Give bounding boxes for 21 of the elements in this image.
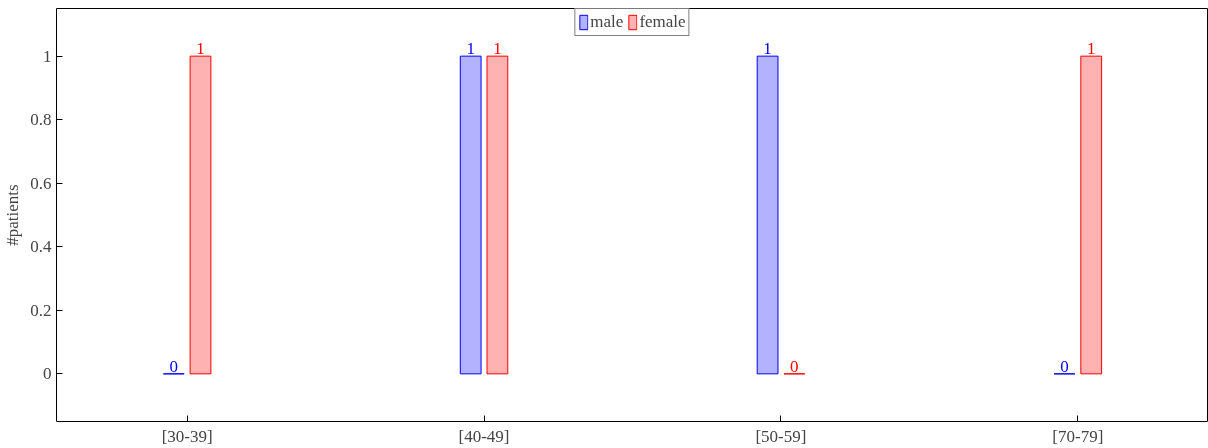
legend-label: female [639,12,686,32]
y-axis-title: #patients [3,184,23,246]
x-tick-label: [40-49] [458,426,510,446]
data-label: 0 [1060,356,1069,376]
y-tick-label: 1 [43,46,52,66]
y-tick-label: 0.6 [30,173,52,193]
x-tick-label: [50-59] [755,426,807,446]
legend-label: male [590,12,624,32]
data-label: 1 [493,39,502,59]
data-label: 0 [790,356,799,376]
data-label: 1 [196,39,205,59]
data-label: 1 [763,39,772,59]
data-label: 0 [169,356,179,376]
x-tick-label: [70-79] [1052,426,1104,446]
y-tick-label: 0.8 [30,110,52,130]
x-tick-label: [30-39] [161,426,213,446]
y-tick-label: 0.2 [30,300,52,320]
data-label: 1 [466,39,475,59]
y-tick-label: 0 [43,364,52,384]
y-tick-label: 0.4 [30,237,52,257]
data-label: 1 [1086,39,1096,59]
